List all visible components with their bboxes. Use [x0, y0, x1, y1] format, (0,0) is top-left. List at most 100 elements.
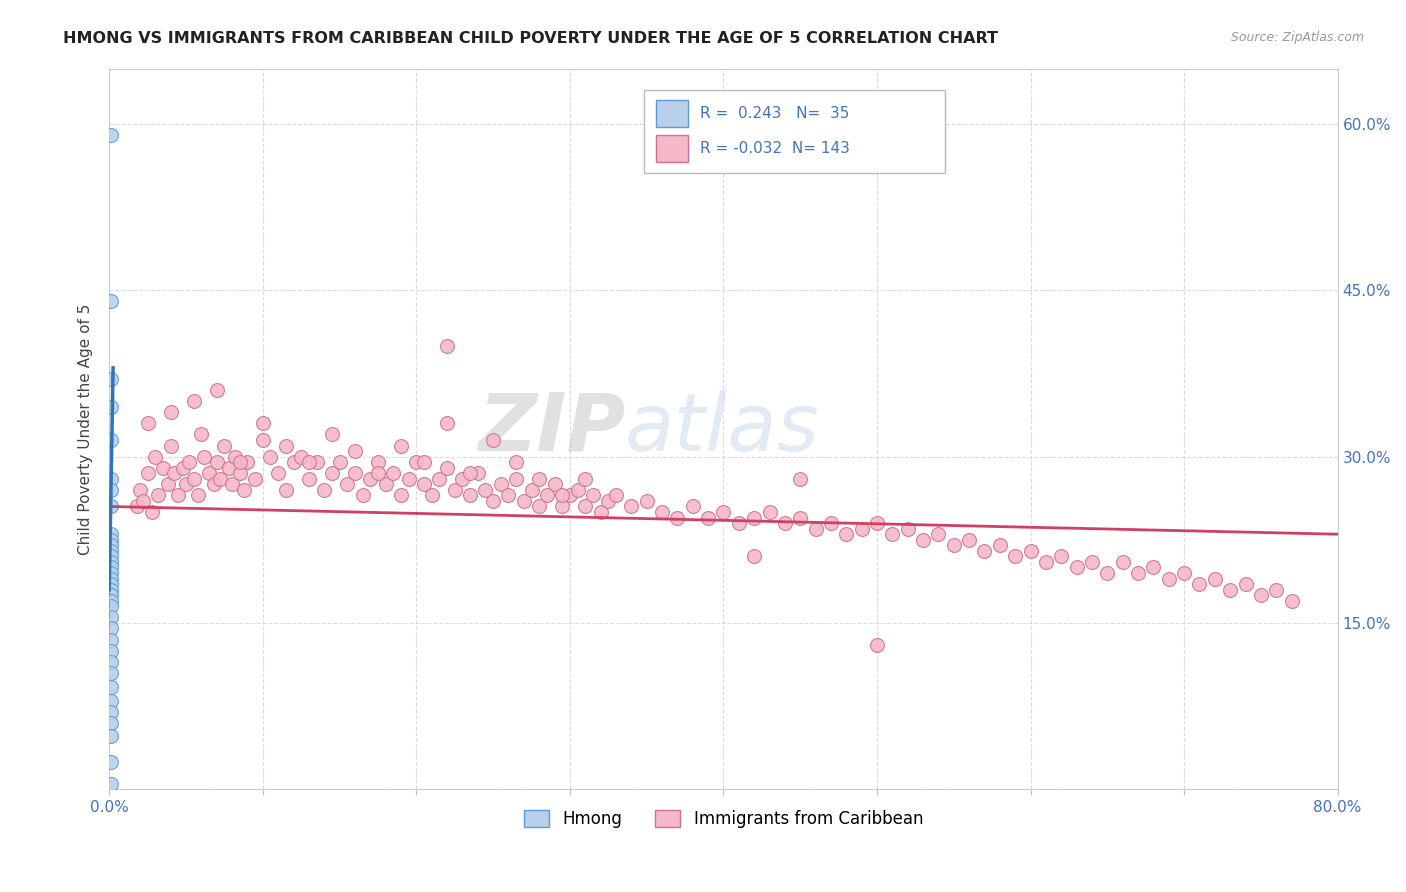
Point: [942, 538, 965, 552]
Point: [167, 488, 190, 502]
Point: [482, 494, 505, 508]
Point: [1066, 560, 1088, 574]
Point: [1097, 566, 1119, 580]
Point: [100, 643, 122, 657]
Point: [957, 533, 980, 547]
Point: [100, 610, 122, 624]
Point: [927, 527, 949, 541]
Point: [1204, 572, 1226, 586]
Point: [474, 483, 496, 497]
Point: [1281, 593, 1303, 607]
Point: [482, 433, 505, 447]
Point: [1126, 566, 1149, 580]
Point: [343, 444, 366, 458]
Point: [218, 460, 240, 475]
Point: [727, 516, 749, 530]
Point: [359, 472, 381, 486]
Point: [398, 472, 420, 486]
Point: [436, 460, 458, 475]
Point: [567, 483, 589, 497]
Point: [100, 400, 122, 414]
Bar: [644, 90, 945, 173]
Point: [100, 582, 122, 597]
Point: [190, 427, 212, 442]
Point: [742, 510, 765, 524]
Point: [973, 544, 995, 558]
Point: [136, 417, 159, 431]
Point: [214, 438, 236, 452]
Point: [789, 472, 811, 486]
Point: [1142, 560, 1164, 574]
Point: [1019, 544, 1042, 558]
Point: [443, 483, 465, 497]
Point: [100, 128, 122, 142]
Point: [100, 632, 122, 647]
Text: HMONG VS IMMIGRANTS FROM CARIBBEAN CHILD POVERTY UNDER THE AGE OF 5 CORRELATION : HMONG VS IMMIGRANTS FROM CARIBBEAN CHILD…: [63, 31, 998, 46]
Point: [183, 394, 205, 409]
Point: [789, 510, 811, 524]
Point: [1188, 577, 1211, 591]
Point: [202, 477, 225, 491]
Point: [527, 500, 550, 514]
Point: [804, 522, 827, 536]
Point: [100, 372, 122, 386]
Point: [156, 477, 179, 491]
Point: [100, 566, 122, 580]
Point: [413, 455, 436, 469]
Point: [252, 433, 274, 447]
Point: [405, 455, 427, 469]
Text: ZIP: ZIP: [478, 390, 626, 468]
Point: [141, 505, 163, 519]
Point: [221, 477, 243, 491]
Point: [100, 599, 122, 614]
Point: [413, 477, 436, 491]
Point: [666, 510, 689, 524]
Point: [183, 472, 205, 486]
Point: [100, 715, 122, 730]
Point: [100, 544, 122, 558]
Bar: [655, 100, 688, 127]
Point: [100, 577, 122, 591]
Point: [100, 665, 122, 680]
Point: [697, 510, 720, 524]
Point: [229, 467, 252, 481]
Point: [100, 294, 122, 309]
Point: [143, 450, 166, 464]
Point: [100, 777, 122, 791]
Point: [100, 705, 122, 719]
Point: [1173, 566, 1195, 580]
Point: [290, 450, 312, 464]
Point: [343, 467, 366, 481]
Point: [551, 488, 574, 502]
Point: [100, 527, 122, 541]
Point: [329, 455, 352, 469]
Point: [389, 438, 412, 452]
Point: [374, 477, 396, 491]
Point: [820, 516, 842, 530]
Point: [1004, 549, 1026, 564]
Point: [100, 655, 122, 669]
Point: [100, 729, 122, 743]
Point: [100, 483, 122, 497]
Point: [505, 472, 527, 486]
Point: [1234, 577, 1257, 591]
Point: [100, 588, 122, 602]
Point: [100, 693, 122, 707]
Point: [305, 455, 328, 469]
Point: [267, 467, 290, 481]
Point: [229, 455, 252, 469]
Legend: Hmong, Immigrants from Caribbean: Hmong, Immigrants from Caribbean: [517, 804, 929, 835]
Point: [193, 450, 215, 464]
Point: [163, 467, 186, 481]
Point: [159, 438, 181, 452]
Point: [274, 483, 297, 497]
Point: [172, 460, 194, 475]
Point: [224, 450, 246, 464]
Point: [851, 522, 873, 536]
Point: [129, 483, 152, 497]
Point: [100, 593, 122, 607]
Y-axis label: Child Poverty Under the Age of 5: Child Poverty Under the Age of 5: [79, 303, 93, 555]
Point: [382, 467, 405, 481]
Point: [436, 417, 458, 431]
Point: [988, 538, 1011, 552]
